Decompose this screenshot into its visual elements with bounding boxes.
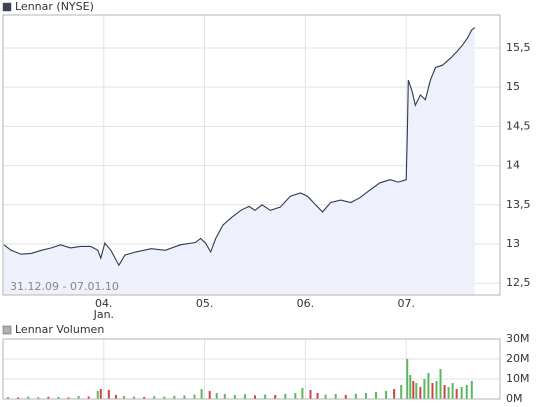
y-tick-label: 30M xyxy=(506,332,530,345)
volume-bar xyxy=(400,385,403,399)
volume-bar xyxy=(423,379,426,399)
date-range: 31.12.09 - 07.01.10 xyxy=(10,280,119,293)
volume-bar xyxy=(375,392,378,399)
volume-bar xyxy=(406,359,409,399)
volume-bar xyxy=(193,394,196,399)
volume-bar xyxy=(344,395,347,399)
volume-bar xyxy=(153,396,156,399)
volume-bar xyxy=(419,387,422,399)
volume-bar xyxy=(99,389,102,399)
chart-title: Lennar (NYSE) xyxy=(15,0,94,13)
volume-bar xyxy=(309,390,312,399)
volume-bar xyxy=(455,389,458,399)
volume-bar xyxy=(243,394,246,399)
volume-bar xyxy=(107,390,110,399)
plot-frame xyxy=(2,14,501,296)
volume-bar xyxy=(364,393,367,399)
volume-bar xyxy=(200,389,203,399)
volume-bar xyxy=(264,394,267,399)
volume-bar xyxy=(316,393,319,399)
volume-bar xyxy=(284,393,287,399)
volume-bar xyxy=(233,395,236,399)
x-month-label: Jan. xyxy=(93,308,114,321)
volume-bar xyxy=(133,396,136,399)
y-tick-label: 15,5 xyxy=(506,41,531,54)
x-tick-label: 07. xyxy=(397,297,415,310)
y-tick-label: 15 xyxy=(506,80,520,93)
volume-bar xyxy=(354,393,357,399)
chart-title: Lennar Volumen xyxy=(15,323,104,336)
volume-bar xyxy=(274,395,277,399)
volume-bar xyxy=(427,373,430,399)
y-tick-label: 12,5 xyxy=(506,276,531,289)
volume-bar xyxy=(17,397,20,399)
x-tick-label: 05. xyxy=(196,297,214,310)
volume-bar xyxy=(57,397,60,399)
volume-bar xyxy=(122,396,125,399)
volume-bar xyxy=(324,394,327,399)
y-tick-label: 10M xyxy=(506,372,530,385)
volume-bar xyxy=(96,391,99,399)
y-tick-label: 14 xyxy=(506,159,520,172)
price-line xyxy=(3,27,476,267)
y-tick-label: 13,5 xyxy=(506,198,531,211)
volume-bar xyxy=(301,388,304,399)
volume-bar xyxy=(47,396,50,399)
volume-bar xyxy=(143,397,146,399)
y-tick-label: 0M xyxy=(506,392,523,405)
volume-bar xyxy=(208,391,211,399)
volume-bar xyxy=(393,389,396,399)
volume-bar xyxy=(439,369,442,399)
volume-bar xyxy=(334,394,337,399)
legend-swatch xyxy=(2,325,12,335)
volume-bar xyxy=(163,396,166,399)
volume-bar xyxy=(173,395,176,399)
volume-bar xyxy=(183,395,186,399)
volume-bar xyxy=(215,393,218,399)
volume-bar xyxy=(7,397,10,399)
y-tick-label: 20M xyxy=(506,352,530,365)
volume-bar xyxy=(385,391,388,399)
volume-bar xyxy=(223,394,226,399)
volume-bar xyxy=(294,393,297,399)
volume-bar xyxy=(77,396,80,399)
x-tick-label: 06. xyxy=(297,297,315,310)
volume-bar xyxy=(431,383,434,399)
volume-bar xyxy=(114,395,117,399)
volume-bar xyxy=(443,385,446,399)
y-tick-label: 14,5 xyxy=(506,119,531,132)
plot-frame xyxy=(2,338,501,400)
volume-bar xyxy=(460,387,463,399)
volume-bar xyxy=(87,396,90,399)
y-tick-label: 13 xyxy=(506,237,520,250)
area-fill xyxy=(4,27,475,295)
volume-bar xyxy=(415,383,418,399)
volume-bar xyxy=(470,381,473,399)
volume-bar xyxy=(447,387,450,399)
volume-bar xyxy=(451,383,454,399)
volume-bar xyxy=(37,397,40,399)
x-tick-label: 04. xyxy=(95,297,113,310)
legend-swatch xyxy=(2,2,12,12)
volume-bar xyxy=(67,397,70,399)
volume-bar xyxy=(254,395,257,399)
volume-bar xyxy=(465,385,468,399)
volume-bar xyxy=(27,396,30,399)
volume-bar xyxy=(435,381,438,399)
volume-bar xyxy=(412,381,415,399)
volume-bar xyxy=(409,375,412,399)
